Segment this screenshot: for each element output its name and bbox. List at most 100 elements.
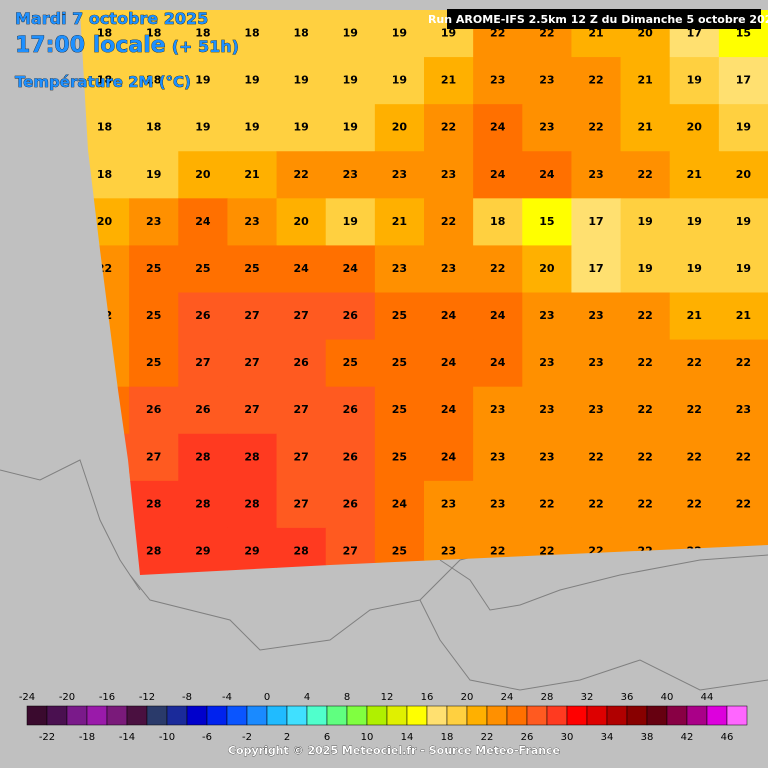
temperature-cell [276, 433, 327, 482]
scale-box [506, 705, 528, 726]
scale-box [106, 705, 128, 726]
temperature-cell [522, 57, 572, 105]
temperature-cell [129, 339, 179, 388]
scale-label: 24 [501, 692, 514, 703]
temperature-cell [129, 57, 179, 105]
temperature-cell [473, 386, 523, 435]
temperature-cell [178, 527, 228, 575]
temperature-label: 23 [588, 356, 603, 369]
temperature-label: 23 [539, 74, 554, 87]
temperature-label: 25 [392, 450, 407, 463]
temperature-label: 23 [441, 262, 456, 275]
temperature-label: 19 [637, 215, 652, 228]
scale-box [326, 705, 348, 726]
temperature-label: 23 [539, 403, 554, 416]
scale-box [306, 705, 328, 726]
temperature-label: 20 [195, 168, 211, 181]
temperature-cell [424, 198, 474, 246]
temperature-label: 19 [736, 262, 751, 275]
temperature-label: 24 [441, 403, 457, 416]
temperature-cell [374, 198, 425, 246]
temperature-cell [718, 151, 768, 199]
scale-box [606, 705, 628, 726]
temperature-label: 27 [195, 356, 210, 369]
temperature-cell [227, 104, 278, 152]
scale-label: -22 [39, 732, 55, 743]
temperature-cell [227, 198, 278, 246]
temperature-label: 17 [588, 215, 603, 228]
temperature-label: 25 [392, 403, 407, 416]
temperature-cell [325, 245, 376, 293]
scale-label: 14 [401, 732, 414, 743]
temperature-cell [276, 57, 327, 105]
temperature-cell [473, 245, 523, 293]
scale-label: 26 [521, 732, 534, 743]
temperature-label: 29 [244, 544, 259, 557]
temperature-label: 22 [539, 27, 554, 40]
scale-label: -8 [182, 692, 192, 703]
temperature-cell [178, 433, 228, 482]
temperature-label: 27 [146, 450, 161, 463]
temperature-cell [374, 104, 425, 152]
temperature-label: 25 [392, 544, 407, 557]
temperature-cell [374, 339, 425, 388]
scale-box [386, 705, 408, 726]
temperature-label: 22 [637, 450, 652, 463]
temperature-label: 24 [490, 168, 506, 181]
temperature-label: 18 [97, 121, 112, 134]
temperature-cell [620, 245, 671, 293]
temperature-label: 23 [539, 356, 554, 369]
temperature-cell [276, 292, 327, 341]
temperature-cell [473, 480, 523, 529]
temperature-label: 28 [195, 497, 210, 510]
temperature-cell [374, 433, 425, 482]
temperature-cell [424, 480, 474, 529]
temperature-cell [522, 292, 572, 341]
temperature-label: 22 [736, 356, 751, 369]
temperature-label: 23 [392, 262, 407, 275]
temperature-cell [522, 104, 572, 152]
temperature-cell [620, 104, 671, 152]
temperature-cell [276, 10, 327, 58]
temperature-label: 25 [343, 356, 358, 369]
temperature-cell [129, 386, 179, 435]
temperature-label: 18 [293, 27, 308, 40]
temperature-cell [424, 292, 474, 341]
scale-label: 4 [304, 692, 310, 703]
temperature-label: 22 [687, 497, 702, 510]
temperature-cell [178, 386, 228, 435]
temperature-cell [325, 57, 376, 105]
scale-box [66, 705, 88, 726]
temperature-label: 25 [146, 356, 161, 369]
lead-time: (+ 51h) [172, 37, 239, 56]
temperature-cell [522, 480, 572, 529]
temperature-cell [374, 10, 425, 58]
run-box [447, 9, 761, 29]
temperature-label: 18 [97, 27, 112, 40]
temperature-cell [227, 151, 278, 199]
temperature-cell [424, 433, 474, 482]
temperature-label: 17 [588, 262, 603, 275]
temperature-label: 15 [539, 215, 554, 228]
temperature-label: 22 [539, 497, 554, 510]
temperature-cell [473, 433, 523, 482]
temperature-label: 23 [441, 544, 456, 557]
temperature-label: 19 [441, 27, 456, 40]
temperature-label: 23 [146, 215, 161, 228]
temperature-label: 19 [343, 121, 358, 134]
temperature-label: 23 [343, 168, 358, 181]
temperature-label: 21 [637, 74, 652, 87]
temperature-label: 22 [736, 497, 751, 510]
scale-label: 0 [264, 692, 270, 703]
temperature-cell [620, 339, 671, 388]
temperature-label: 22 [441, 121, 456, 134]
temperature-cell [276, 198, 327, 246]
temperature-label: 23 [736, 403, 751, 416]
scale-box [446, 705, 468, 726]
temperature-cell [374, 386, 425, 435]
temperature-cell [80, 10, 130, 58]
temperature-label: 23 [588, 309, 603, 322]
scale-box [246, 705, 268, 726]
temperature-cell [80, 104, 130, 152]
parameter: Température 2M (°C) [15, 73, 191, 91]
